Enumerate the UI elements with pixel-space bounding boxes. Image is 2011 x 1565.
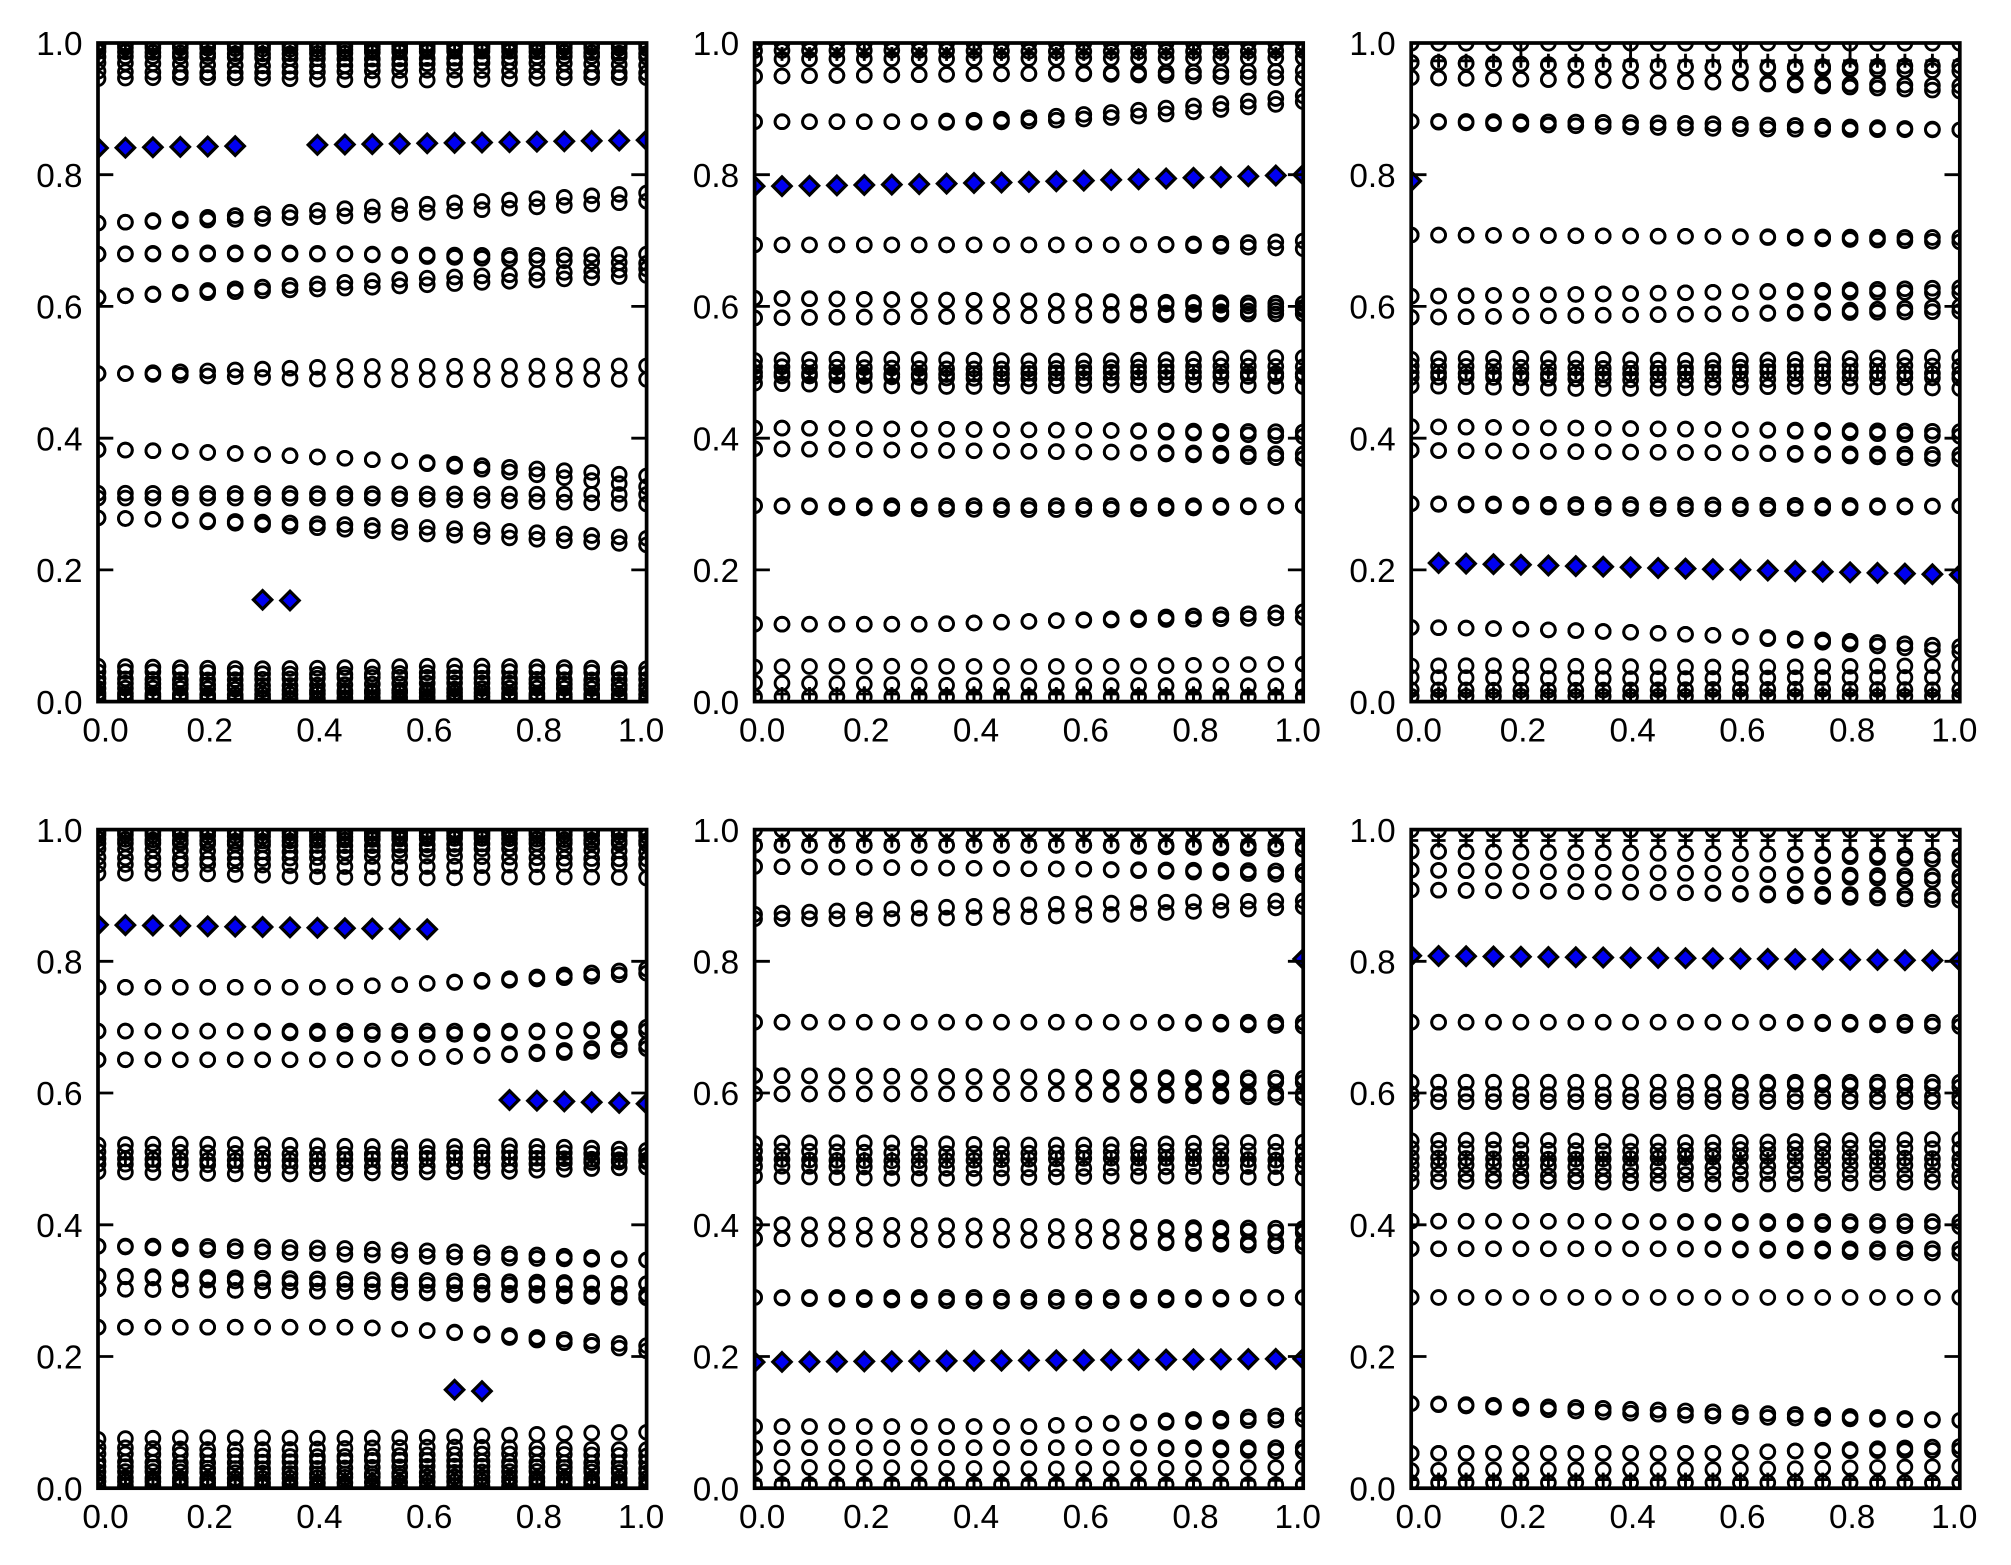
svg-text:0.8: 0.8 (1349, 158, 1395, 195)
svg-text:0.8: 0.8 (36, 158, 82, 195)
svg-text:0.6: 0.6 (1063, 712, 1109, 749)
svg-text:0.8: 0.8 (1829, 712, 1875, 749)
svg-text:0.4: 0.4 (693, 421, 739, 458)
svg-text:0.6: 0.6 (1063, 1499, 1109, 1536)
svg-text:0.0: 0.0 (36, 1471, 82, 1508)
svg-text:0.6: 0.6 (36, 290, 82, 327)
svg-text:1.0: 1.0 (1931, 1499, 1977, 1536)
svg-text:0.2: 0.2 (843, 1499, 889, 1536)
svg-text:0.6: 0.6 (1719, 712, 1765, 749)
svg-text:0.4: 0.4 (953, 1499, 999, 1536)
svg-text:1.0: 1.0 (1275, 712, 1321, 749)
svg-text:0.0: 0.0 (693, 1471, 739, 1508)
svg-text:0.6: 0.6 (36, 1076, 82, 1113)
svg-text:1.0: 1.0 (693, 813, 739, 850)
svg-text:0.6: 0.6 (1719, 1499, 1765, 1536)
svg-text:0.8: 0.8 (1172, 1499, 1218, 1536)
svg-text:0.2: 0.2 (187, 1499, 233, 1536)
svg-text:0.0: 0.0 (82, 712, 128, 749)
svg-text:0.0: 0.0 (36, 685, 82, 722)
svg-text:0.0: 0.0 (1349, 1471, 1395, 1508)
svg-text:0.4: 0.4 (36, 421, 82, 458)
svg-text:0.0: 0.0 (1349, 685, 1395, 722)
svg-text:0.6: 0.6 (406, 712, 452, 749)
svg-text:0.6: 0.6 (1349, 1076, 1395, 1113)
svg-text:0.4: 0.4 (1349, 1208, 1395, 1245)
svg-text:0.4: 0.4 (296, 712, 342, 749)
svg-text:1.0: 1.0 (1275, 1499, 1321, 1536)
svg-text:1.0: 1.0 (693, 26, 739, 63)
svg-text:1.0: 1.0 (1931, 712, 1977, 749)
svg-text:0.2: 0.2 (693, 1340, 739, 1377)
svg-text:0.8: 0.8 (693, 945, 739, 982)
svg-text:0.4: 0.4 (1609, 712, 1655, 749)
svg-text:0.6: 0.6 (693, 290, 739, 327)
svg-text:0.0: 0.0 (82, 1499, 128, 1536)
svg-text:0.6: 0.6 (406, 1499, 452, 1536)
svg-text:0.8: 0.8 (1172, 712, 1218, 749)
svg-text:0.4: 0.4 (693, 1208, 739, 1245)
svg-text:0.0: 0.0 (693, 685, 739, 722)
svg-text:0.6: 0.6 (1349, 290, 1395, 327)
svg-text:0.0: 0.0 (1396, 1499, 1442, 1536)
svg-text:0.8: 0.8 (36, 945, 82, 982)
svg-text:0.4: 0.4 (1609, 1499, 1655, 1536)
svg-text:0.0: 0.0 (739, 1499, 785, 1536)
svg-text:0.2: 0.2 (1500, 1499, 1546, 1536)
svg-text:0.4: 0.4 (953, 712, 999, 749)
svg-text:0.2: 0.2 (1349, 1340, 1395, 1377)
svg-text:0.6: 0.6 (693, 1076, 739, 1113)
svg-text:0.4: 0.4 (1349, 421, 1395, 458)
svg-text:0.2: 0.2 (693, 553, 739, 590)
svg-text:0.4: 0.4 (296, 1499, 342, 1536)
svg-text:0.8: 0.8 (516, 1499, 562, 1536)
svg-text:1.0: 1.0 (1349, 26, 1395, 63)
svg-text:0.2: 0.2 (36, 553, 82, 590)
svg-text:0.4: 0.4 (36, 1208, 82, 1245)
svg-text:1.0: 1.0 (1349, 813, 1395, 850)
svg-text:0.8: 0.8 (693, 158, 739, 195)
svg-text:0.0: 0.0 (1396, 712, 1442, 749)
svg-text:1.0: 1.0 (618, 1499, 664, 1536)
svg-text:1.0: 1.0 (618, 712, 664, 749)
svg-text:0.2: 0.2 (843, 712, 889, 749)
svg-text:0.2: 0.2 (1349, 553, 1395, 590)
svg-text:0.2: 0.2 (1500, 712, 1546, 749)
svg-text:0.2: 0.2 (36, 1340, 82, 1377)
svg-text:0.0: 0.0 (739, 712, 785, 749)
svg-text:0.8: 0.8 (1349, 945, 1395, 982)
svg-text:1.0: 1.0 (36, 26, 82, 63)
svg-text:0.8: 0.8 (1829, 1499, 1875, 1536)
svg-text:0.8: 0.8 (516, 712, 562, 749)
svg-text:0.2: 0.2 (187, 712, 233, 749)
svg-text:1.0: 1.0 (36, 813, 82, 850)
